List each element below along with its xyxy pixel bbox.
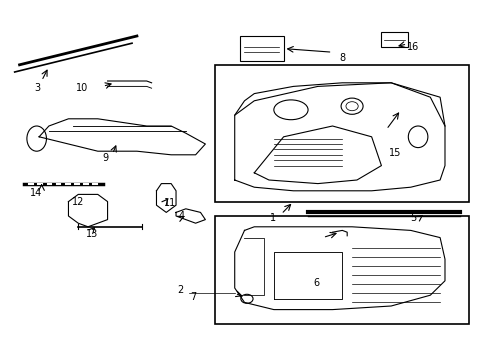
Text: 1: 1 [270, 213, 276, 223]
Text: 3: 3 [34, 83, 41, 93]
Text: 13: 13 [85, 229, 98, 239]
Text: 4: 4 [178, 211, 184, 221]
Bar [239, 36, 283, 61]
Text: 6: 6 [312, 278, 319, 288]
Bar [215, 65, 468, 202]
Text: 12: 12 [72, 197, 84, 207]
Text: 5: 5 [409, 213, 415, 223]
Text: 7: 7 [189, 292, 196, 302]
Text: 10: 10 [76, 83, 88, 93]
Text: 2: 2 [177, 285, 183, 295]
Text: 14: 14 [30, 188, 42, 198]
Text: 16: 16 [407, 42, 419, 52]
Text: 11: 11 [163, 198, 176, 208]
Text: 9: 9 [102, 153, 109, 163]
Text: 8: 8 [339, 53, 346, 63]
Bar [215, 216, 468, 324]
Bar [381, 32, 407, 47]
Text: 15: 15 [388, 148, 400, 158]
